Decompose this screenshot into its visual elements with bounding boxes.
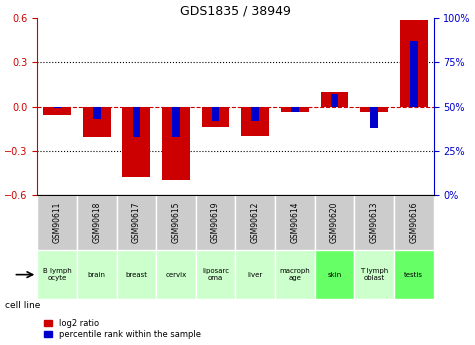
Bar bbox=[93, 107, 101, 119]
Text: GSM90613: GSM90613 bbox=[370, 201, 379, 243]
Bar bbox=[123, 107, 150, 177]
FancyBboxPatch shape bbox=[196, 195, 236, 250]
Bar bbox=[410, 41, 418, 107]
Text: GSM90618: GSM90618 bbox=[92, 201, 101, 243]
Text: skin: skin bbox=[327, 272, 342, 278]
Bar bbox=[202, 107, 229, 127]
FancyBboxPatch shape bbox=[77, 250, 116, 299]
FancyBboxPatch shape bbox=[37, 195, 77, 250]
Text: liposarc
oma: liposarc oma bbox=[202, 268, 229, 281]
Text: GSM90620: GSM90620 bbox=[330, 201, 339, 243]
Text: GSM90615: GSM90615 bbox=[171, 201, 180, 243]
FancyBboxPatch shape bbox=[275, 250, 315, 299]
Bar bbox=[251, 107, 259, 121]
Bar bbox=[321, 92, 348, 107]
Text: macroph
age: macroph age bbox=[279, 268, 310, 281]
Text: GSM90611: GSM90611 bbox=[53, 201, 62, 243]
FancyBboxPatch shape bbox=[354, 195, 394, 250]
Text: testis: testis bbox=[404, 272, 423, 278]
Text: GSM90612: GSM90612 bbox=[251, 201, 260, 243]
FancyBboxPatch shape bbox=[275, 195, 315, 250]
FancyBboxPatch shape bbox=[394, 250, 434, 299]
FancyBboxPatch shape bbox=[236, 250, 275, 299]
Text: GSM90614: GSM90614 bbox=[290, 201, 299, 243]
Text: GSM90619: GSM90619 bbox=[211, 201, 220, 243]
Bar bbox=[43, 107, 71, 115]
FancyBboxPatch shape bbox=[116, 250, 156, 299]
Text: breast: breast bbox=[125, 272, 147, 278]
Legend: log2 ratio, percentile rank within the sample: log2 ratio, percentile rank within the s… bbox=[42, 317, 202, 341]
Bar bbox=[400, 20, 428, 107]
Bar bbox=[370, 107, 378, 128]
Text: B lymph
ocyte: B lymph ocyte bbox=[43, 268, 71, 281]
Title: GDS1835 / 38949: GDS1835 / 38949 bbox=[180, 4, 291, 17]
Text: T lymph
oblast: T lymph oblast bbox=[360, 268, 388, 281]
Bar bbox=[172, 107, 180, 137]
Text: cervix: cervix bbox=[165, 272, 187, 278]
FancyBboxPatch shape bbox=[394, 195, 434, 250]
FancyBboxPatch shape bbox=[37, 250, 77, 299]
FancyBboxPatch shape bbox=[156, 250, 196, 299]
FancyBboxPatch shape bbox=[116, 195, 156, 250]
FancyBboxPatch shape bbox=[156, 195, 196, 250]
FancyBboxPatch shape bbox=[315, 250, 354, 299]
Bar bbox=[162, 107, 190, 180]
FancyBboxPatch shape bbox=[196, 250, 236, 299]
Text: cell line: cell line bbox=[5, 301, 40, 310]
Bar bbox=[360, 107, 388, 112]
FancyBboxPatch shape bbox=[77, 195, 116, 250]
Bar bbox=[83, 107, 111, 137]
Bar bbox=[331, 94, 338, 107]
Text: liver: liver bbox=[247, 272, 263, 278]
Bar bbox=[291, 107, 299, 112]
Text: GSM90617: GSM90617 bbox=[132, 201, 141, 243]
Text: GSM90616: GSM90616 bbox=[409, 201, 418, 243]
FancyBboxPatch shape bbox=[315, 195, 354, 250]
FancyBboxPatch shape bbox=[236, 195, 275, 250]
Bar bbox=[53, 107, 61, 108]
Bar bbox=[133, 107, 140, 137]
Text: brain: brain bbox=[88, 272, 106, 278]
Bar bbox=[212, 107, 219, 121]
FancyBboxPatch shape bbox=[354, 250, 394, 299]
Bar bbox=[281, 107, 309, 112]
Bar bbox=[241, 107, 269, 136]
